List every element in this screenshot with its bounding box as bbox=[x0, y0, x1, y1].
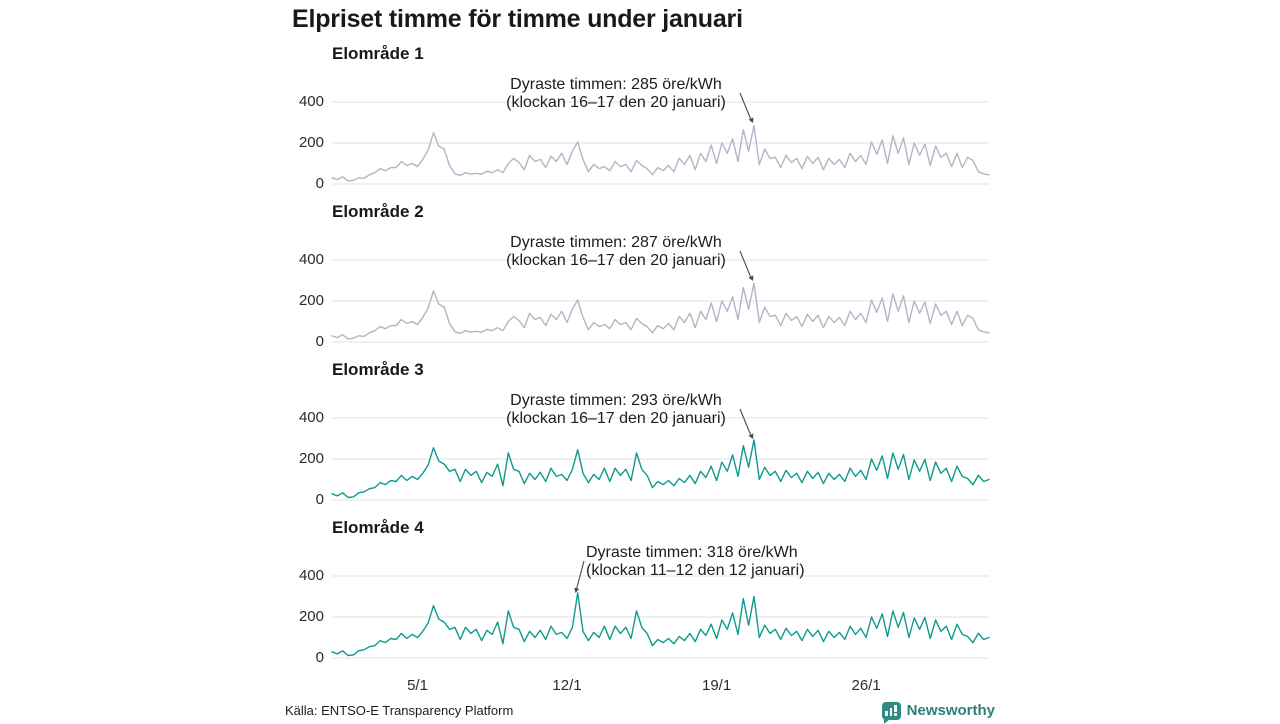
y-tick-label: 0 bbox=[315, 649, 324, 666]
y-tick-label: 200 bbox=[298, 608, 324, 625]
x-axis: 5/1 12/1 19/1 26/1 bbox=[285, 676, 995, 696]
x-tick-label: 26/1 bbox=[851, 677, 881, 694]
subplot-title: Elområde 2 bbox=[332, 202, 424, 221]
line-chart-plot: Dyraste timmen: 318 öre/kWh (klockan 11–… bbox=[331, 544, 990, 659]
x-tick-label: 12/1 bbox=[552, 677, 582, 694]
y-tick-label: 200 bbox=[298, 450, 324, 467]
page-title: Elpriset timme för timme under januari bbox=[292, 5, 743, 33]
annotation-line2: (klockan 16–17 den 20 januari) bbox=[506, 251, 726, 269]
y-tick-label: 200 bbox=[298, 134, 324, 151]
newsworthy-logo: Newsworthy bbox=[881, 701, 995, 724]
annotation-line2: (klockan 11–12 den 12 januari) bbox=[586, 561, 805, 579]
line-chart-plot: Dyraste timmen: 293 öre/kWh (klockan 16–… bbox=[331, 392, 990, 501]
line-chart-svg bbox=[331, 250, 990, 343]
annotation-line1: Dyraste timmen: 287 öre/kWh bbox=[510, 234, 722, 251]
max-price-annotation: Dyraste timmen: 293 öre/kWh (klockan 16–… bbox=[506, 392, 726, 427]
y-tick-label: 0 bbox=[315, 333, 324, 350]
line-chart-svg bbox=[331, 560, 990, 659]
line-chart-plot: Dyraste timmen: 287 öre/kWh (klockan 16–… bbox=[331, 234, 990, 343]
y-tick-label: 0 bbox=[315, 491, 324, 508]
y-tick-label: 400 bbox=[298, 93, 324, 110]
annotation-line1: Dyraste timmen: 285 öre/kWh bbox=[510, 76, 722, 93]
annotation-line1: Dyraste timmen: 293 öre/kWh bbox=[510, 392, 722, 409]
source-attribution: Källa: ENTSO-E Transparency Platform bbox=[285, 703, 514, 718]
chart-block-elomrade-1: Elområde 1 400 200 0 Dyraste timmen: 285… bbox=[285, 44, 995, 202]
chart-block-elomrade-2: Elområde 2 400 200 0 Dyraste timmen: 287… bbox=[285, 202, 995, 360]
infographic: Elpriset timme för timme under januari E… bbox=[285, 0, 995, 724]
line-chart-svg bbox=[331, 408, 990, 501]
chart-block-elomrade-4: Elområde 4 400 200 0 Dyraste timmen: 318… bbox=[285, 518, 995, 676]
brand-name: Newsworthy bbox=[906, 702, 995, 719]
footer: Källa: ENTSO-E Transparency Platform New… bbox=[285, 699, 995, 724]
annotation-line1: Dyraste timmen: 318 öre/kWh bbox=[586, 544, 798, 561]
annotation-line2: (klockan 16–17 den 20 januari) bbox=[506, 93, 726, 111]
logo-exclamation bbox=[894, 704, 897, 716]
y-tick-label: 200 bbox=[298, 292, 324, 309]
y-tick-label: 400 bbox=[298, 409, 324, 426]
subplot-title: Elområde 1 bbox=[332, 44, 424, 63]
subplot-title: Elområde 4 bbox=[332, 518, 424, 537]
line-chart-svg bbox=[331, 92, 990, 185]
bar-chart-speech-bubble-icon bbox=[881, 701, 901, 724]
subplot-title: Elområde 3 bbox=[332, 360, 424, 379]
line-chart-plot: Dyraste timmen: 285 öre/kWh (klockan 16–… bbox=[331, 76, 990, 185]
max-price-annotation: Dyraste timmen: 318 öre/kWh (klockan 11–… bbox=[586, 544, 805, 579]
max-price-annotation: Dyraste timmen: 287 öre/kWh (klockan 16–… bbox=[506, 234, 726, 269]
max-price-annotation: Dyraste timmen: 285 öre/kWh (klockan 16–… bbox=[506, 76, 726, 111]
x-tick-label: 5/1 bbox=[407, 677, 428, 694]
chart-block-elomrade-3: Elområde 3 400 200 0 Dyraste timmen: 293… bbox=[285, 360, 995, 518]
y-tick-label: 400 bbox=[298, 567, 324, 584]
logo-bar bbox=[885, 710, 888, 716]
annotation-line2: (klockan 16–17 den 20 januari) bbox=[506, 409, 726, 427]
y-tick-label: 400 bbox=[298, 251, 324, 268]
y-tick-label: 0 bbox=[315, 175, 324, 192]
x-tick-label: 19/1 bbox=[701, 677, 732, 694]
logo-bar bbox=[889, 707, 893, 716]
